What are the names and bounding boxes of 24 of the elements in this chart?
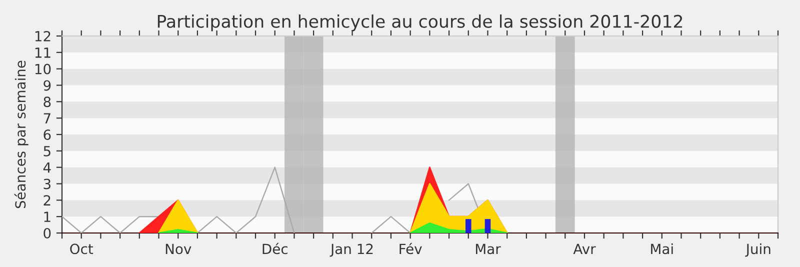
x-tick-label: Jan 12 (330, 244, 373, 257)
x-tick-label: Mai (651, 243, 673, 254)
y-tick-label: 8 (44, 96, 51, 108)
y-tick-label: 4 (43, 162, 51, 173)
y-tick-label: 0 (44, 228, 51, 238)
y-axis-title: Séances par semaine (14, 60, 28, 208)
x-tick-label: Avr (573, 244, 596, 254)
x-tick-label: Déc (262, 242, 288, 254)
y-tick-label: 10 (35, 64, 51, 74)
y-tick-label: 2 (44, 195, 50, 206)
y-tick-label: 3 (44, 178, 50, 190)
y-tick-label: 6 (44, 129, 51, 140)
x-tick-label: Oct (70, 244, 94, 254)
x-tick-label: Mar (476, 244, 501, 254)
y-tick-label: 9 (44, 80, 51, 91)
y-tick-label: 1 (44, 212, 50, 222)
x-tick-label: Nov (166, 244, 192, 254)
x-tick-label: Fév (400, 242, 422, 254)
x-tick-label: Juin (745, 243, 770, 257)
y-tick-label: 12 (35, 30, 50, 42)
y-tick-label: 11 (35, 48, 50, 58)
y-tick-label: 7 (44, 113, 50, 124)
chart-title: Participation en hemicycle au cours de la session 2011-2012 (158, 14, 682, 32)
y-tick-label: 5 (44, 146, 50, 156)
